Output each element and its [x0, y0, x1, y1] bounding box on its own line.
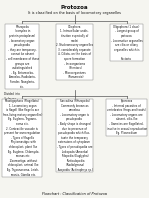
Text: Oligophora (1 class)
- Largest group of
protozoa
- Locomotive organelles
are cil: Oligophora (1 class) - Largest group of …: [111, 25, 143, 61]
Text: Divided into
3 classes: Divided into 3 classes: [4, 92, 20, 101]
Text: Mastigophora (Flagellata)
1. Locomotory organ
is flagell (like flagella are
free: Mastigophora (Flagellata) 1. Locomotory …: [3, 99, 42, 177]
Text: Ciliophora
1. Intracellular undis-
tinction especially of
nuclei
2. Nucleomovery: Ciliophora 1. Intracellular undis- tinct…: [56, 25, 93, 79]
Text: Rhizopoda
(complex in
protein protoplasm)
- locomotory organ:
pseudopodia
- they: Rhizopoda (complex in protein protoplasm…: [6, 25, 39, 89]
Text: Sporozoa
- Internal parasites of
vertebrates (frogs and toads)
- Locomotory orga: Sporozoa - Internal parasites of vertebr…: [107, 99, 147, 135]
Text: Flowchart : Classification of Protozoa: Flowchart : Classification of Protozoa: [42, 192, 107, 196]
Text: Sarcodina (Rhizopoda)
Commonly known as
amoebas
- Locomotory organ is
pseudopodi: Sarcodina (Rhizopoda) Commonly known as …: [56, 99, 93, 172]
Text: Protozoa: Protozoa: [61, 5, 88, 10]
Text: It is classified on the basis of locomotory organelles: It is classified on the basis of locomot…: [28, 11, 121, 15]
